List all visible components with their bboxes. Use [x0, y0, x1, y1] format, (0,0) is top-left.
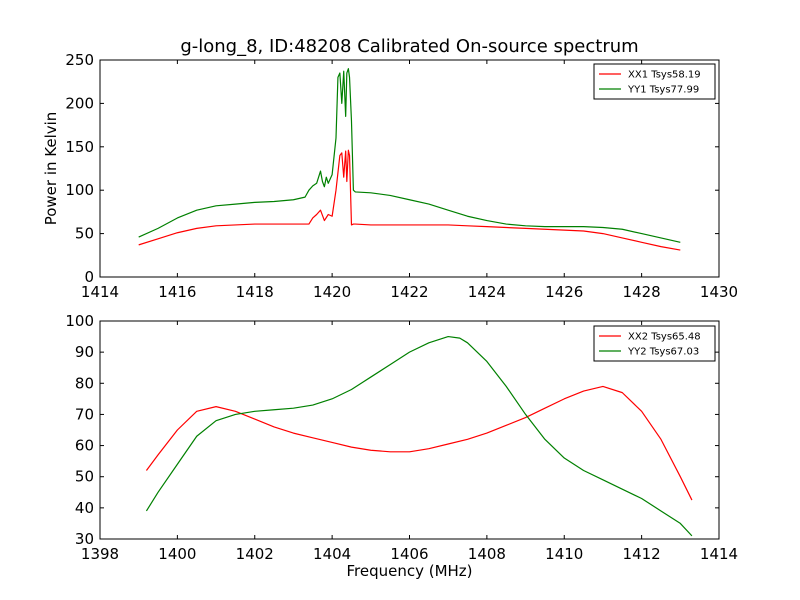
legend-box — [593, 63, 716, 100]
y-tick-label: 200 — [65, 94, 94, 112]
x-tick-label: 1400 — [158, 545, 196, 563]
legend-label: XX2 Tsys65.48 — [628, 332, 701, 343]
y-tick-label: 30 — [75, 530, 94, 548]
legend-box — [593, 325, 716, 362]
legend-top: XX1 Tsys58.19 YY1 Tsys77.99 — [593, 63, 716, 100]
y-tick-label: 100 — [65, 312, 94, 330]
series-line-top-1 — [138, 149, 681, 251]
x-axis-label: Frequency (MHz) — [346, 562, 472, 580]
y-tick-label: 40 — [75, 499, 94, 517]
legend-label: YY1 Tsys77.99 — [627, 85, 699, 96]
y-tick-label: 50 — [75, 225, 94, 243]
series-line-bottom-1 — [145, 385, 693, 501]
legend-bottom: XX2 Tsys65.48 YY2 Tsys67.03 — [593, 325, 716, 362]
y-tick-label: 100 — [65, 181, 94, 199]
y-tick-label: 80 — [75, 374, 94, 392]
x-tick-label: 1408 — [468, 545, 506, 563]
x-tick-label: 1398 — [81, 545, 119, 563]
x-tick-label: 1410 — [545, 545, 583, 563]
legend-label: YY2 Tsys67.03 — [627, 347, 699, 358]
x-tick-label: 1422 — [390, 283, 428, 301]
plot-panel-top: 1414 1416 1418 1420 1422 1424 1426 1428 1430 0 50 1… — [42, 36, 738, 301]
series-line-top-2 — [138, 68, 681, 243]
plot-panel-bottom: 1398 1400 1402 1404 1406 1408 1410 1412 1414 30 40… — [65, 312, 738, 580]
y-tick-label: 60 — [75, 437, 94, 455]
x-tick-label: 1418 — [236, 283, 274, 301]
x-tick-label: 1424 — [468, 283, 506, 301]
legend-label: XX1 Tsys58.19 — [628, 70, 701, 81]
x-tick-label: 1412 — [623, 545, 661, 563]
y-tick-label: 70 — [75, 405, 94, 423]
x-tick-label: 1414 — [81, 283, 119, 301]
y-tick-label: 90 — [75, 343, 94, 361]
x-tick-label: 1402 — [236, 545, 274, 563]
x-tick-label: 1420 — [313, 283, 351, 301]
y-axis-label: Power in Kelvin — [42, 112, 60, 226]
x-tick-label: 1406 — [390, 545, 428, 563]
y-tick-label: 50 — [75, 468, 94, 486]
y-tick-label: 0 — [84, 268, 94, 286]
series-line-bottom-2 — [145, 335, 693, 537]
x-tick-label: 1428 — [623, 283, 661, 301]
y-tick-label: 150 — [65, 138, 94, 156]
y-tick-label: 250 — [65, 51, 94, 69]
x-tick-label: 1404 — [313, 545, 351, 563]
x-tick-label: 1430 — [700, 283, 738, 301]
x-tick-label: 1426 — [545, 283, 583, 301]
chart-title: g-long_8, ID:48208 Calibrated On-source … — [180, 36, 638, 57]
x-tick-label: 1414 — [700, 545, 738, 563]
x-tick-label: 1416 — [158, 283, 196, 301]
